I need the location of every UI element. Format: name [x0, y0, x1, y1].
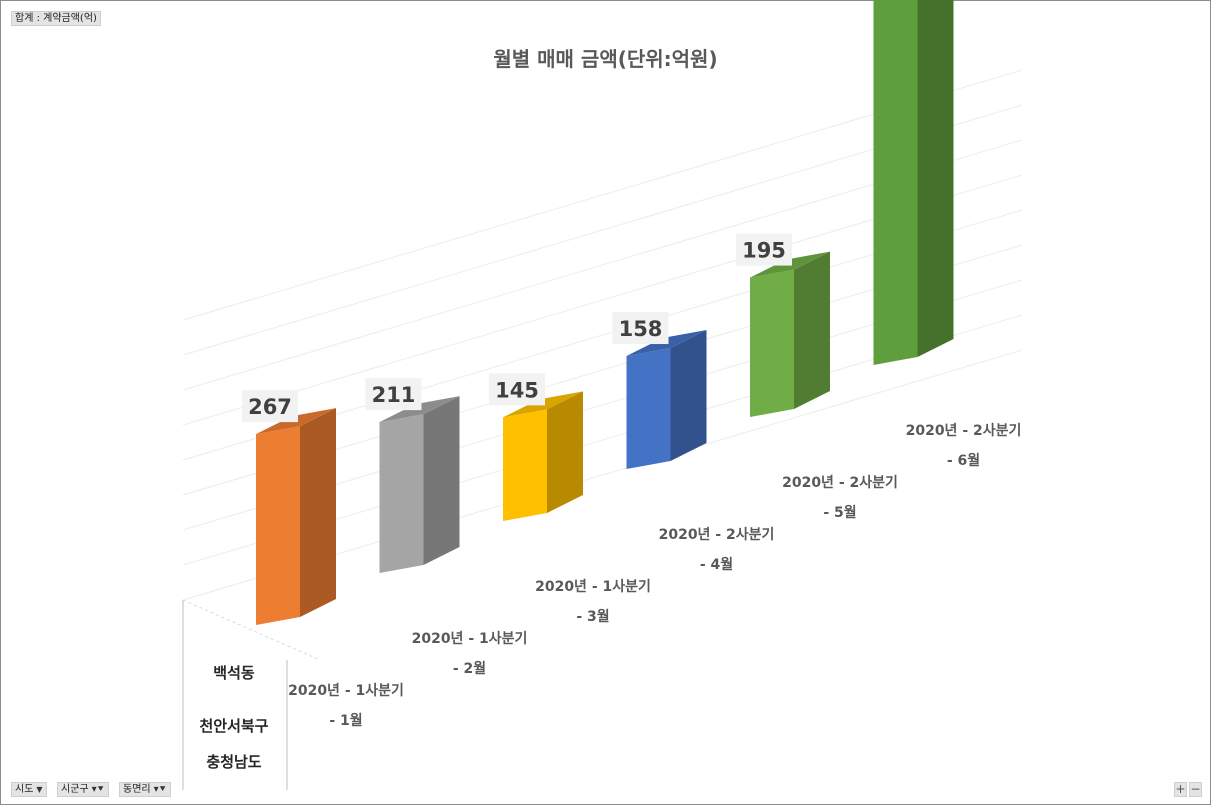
- data-label-bg: [489, 373, 545, 406]
- bar-3: 145: [489, 373, 583, 521]
- data-label-bg: [736, 233, 792, 266]
- bar-side: [423, 396, 460, 565]
- category-label-month: - 1월: [329, 712, 362, 729]
- bar-side: [670, 330, 707, 461]
- data-label: 267: [248, 395, 292, 419]
- bar-front: [256, 426, 300, 625]
- category-label-month: - 4월: [700, 556, 733, 573]
- category-label-period: 2020년 - 2사분기: [782, 475, 898, 491]
- category-axis: 2020년 - 1사분기 - 1월 2020년 - 1사분기 - 2월 2020년 - …: [288, 423, 1021, 729]
- bar-side: [547, 391, 583, 513]
- value-field-button[interactable]: 합계 : 계약금액(억): [11, 11, 101, 26]
- filter-label: 동면리: [123, 784, 151, 795]
- filter-label: 시군구: [61, 784, 89, 795]
- data-label: 158: [619, 317, 663, 341]
- data-label-bg: [365, 378, 422, 411]
- bars: 267 211 145 158 195 609: [242, 0, 954, 625]
- category-label-period: 2020년 - 1사분기: [412, 631, 528, 647]
- data-label-bg: [242, 390, 298, 423]
- bar-front: [379, 414, 424, 573]
- filter-funnel-icon: ▾⯆: [91, 784, 105, 795]
- chart-title: 월별 매매 금액(단위:억원): [493, 47, 718, 71]
- category-label-period: 2020년 - 1사분기: [535, 579, 651, 595]
- bar-front: [750, 269, 794, 417]
- bar-side: [300, 408, 336, 617]
- data-label: 195: [742, 239, 786, 263]
- bar-1: 267: [242, 390, 336, 625]
- bar-front: [503, 409, 547, 521]
- filter-button-dong[interactable]: 동면리 ▾⯆: [119, 782, 171, 797]
- data-label: 145: [495, 378, 539, 402]
- category-label-period: 2020년 - 2사분기: [906, 423, 1022, 439]
- row-label-sigungu: 천안서북구: [199, 717, 268, 735]
- filter-button-sido[interactable]: 시도 ▼: [11, 782, 47, 797]
- filter-funnel-icon: ▾⯆: [153, 784, 167, 795]
- expand-field-button[interactable]: +: [1174, 782, 1187, 797]
- collapse-field-button[interactable]: −: [1189, 782, 1202, 797]
- bar-front: [626, 348, 671, 469]
- bar-side: [917, 0, 954, 357]
- bar-2: 211: [365, 378, 460, 573]
- category-label-month: - 2월: [453, 660, 486, 677]
- bar-4: 158: [612, 312, 707, 469]
- bar-side: [794, 251, 830, 409]
- row-label-dong: 백석동: [213, 664, 255, 682]
- category-label-month: - 5월: [823, 504, 856, 521]
- floor-edge: [182, 599, 321, 661]
- category-label-period: 2020년 - 2사분기: [659, 527, 775, 543]
- category-label-period: 2020년 - 1사분기: [288, 683, 404, 699]
- category-label-month: - 3월: [576, 608, 609, 625]
- row-label-sido: 충청남도: [206, 753, 261, 771]
- data-label: 211: [372, 383, 416, 407]
- filter-label: 시도: [15, 784, 34, 795]
- bar-6: 609: [873, 0, 954, 365]
- bar-5: 195: [736, 233, 830, 417]
- category-label-month: - 6월: [947, 452, 980, 469]
- dropdown-arrow-icon: ▼: [36, 785, 43, 794]
- filter-button-sigungu[interactable]: 시군구 ▾⯆: [57, 782, 109, 797]
- data-label-bg: [612, 312, 669, 345]
- bar-front: [873, 0, 918, 365]
